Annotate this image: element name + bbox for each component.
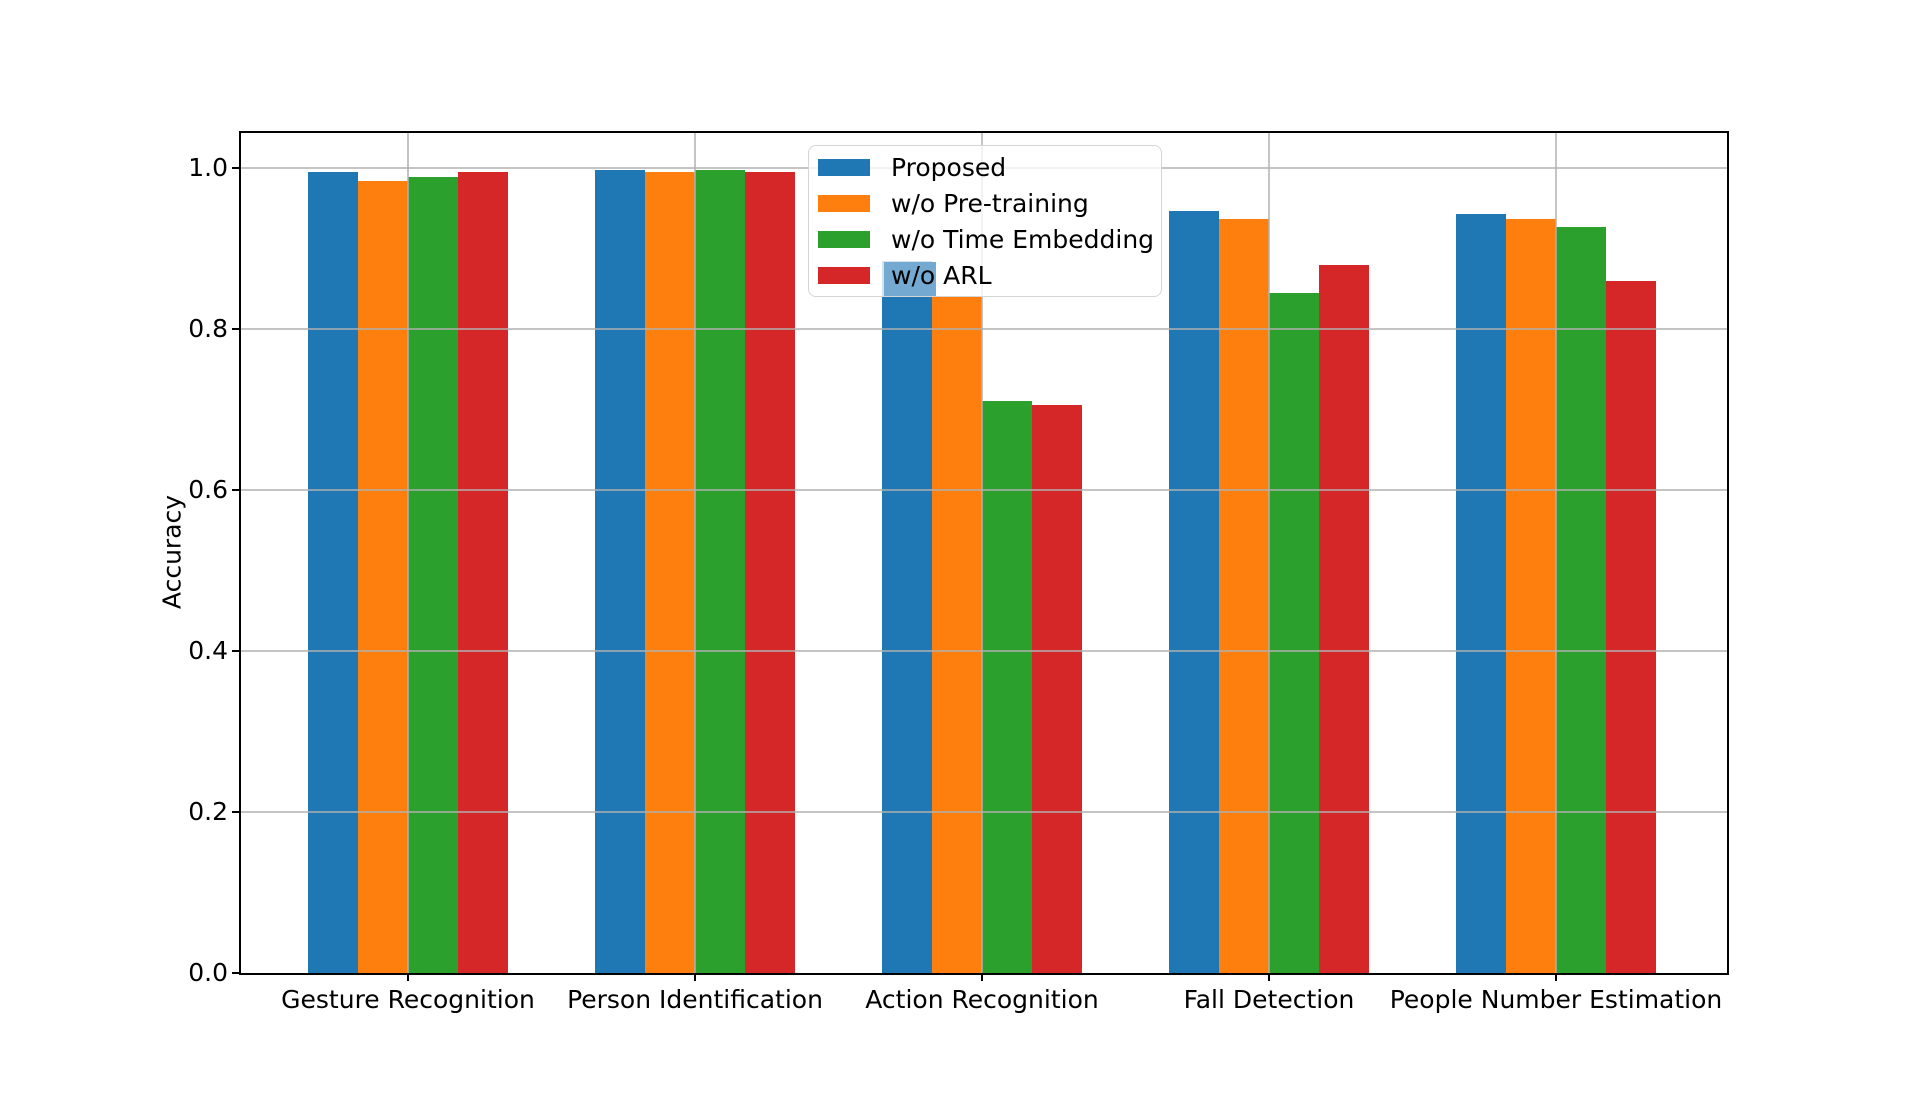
axis-spine-top	[239, 131, 1729, 133]
bar-w-o-pre-training-cat4	[1506, 218, 1556, 973]
axis-spine-bottom	[239, 973, 1729, 975]
y-tick-label: 0.4	[188, 636, 228, 665]
bar-w-o-arl-cat1	[745, 172, 795, 973]
x-tick-mark	[1268, 973, 1270, 981]
legend-rows: Proposed w/o Pre-training w/o Time Embed…	[809, 149, 1161, 293]
bar-w-o-arl-cat2	[1032, 405, 1082, 973]
legend-item-wo-arl: w/o ARL	[809, 257, 1161, 293]
bar-w-o-pre-training-cat1	[645, 172, 695, 973]
bar-w-o-time-embedding-cat1	[695, 169, 745, 973]
x-tick-mark	[694, 973, 696, 981]
legend-label: w/o Pre-training	[891, 188, 1089, 218]
legend-swatch-proposed	[818, 158, 870, 176]
bar-proposed-cat0	[308, 172, 358, 973]
y-tick-mark	[232, 811, 240, 813]
bar-proposed-cat4	[1456, 213, 1506, 973]
y-tick-label: 0.2	[188, 797, 228, 826]
y-tick-mark	[232, 972, 240, 974]
gridline-vertical	[407, 131, 409, 973]
x-tick-label: Action Recognition	[865, 985, 1099, 1014]
gridline-horizontal	[240, 328, 1728, 331]
bar-w-o-time-embedding-cat0	[408, 176, 458, 973]
axis-spine-right	[1727, 131, 1729, 975]
legend-label: Proposed	[891, 152, 1007, 182]
bar-w-o-pre-training-cat0	[358, 180, 408, 973]
bar-w-o-time-embedding-cat3	[1269, 292, 1319, 973]
x-tick-mark	[981, 973, 983, 981]
y-tick-mark	[232, 650, 240, 652]
y-axis-label: Accuracy	[157, 494, 187, 610]
legend-swatch-wo-pretraining	[818, 194, 870, 212]
x-tick-mark	[1555, 973, 1557, 981]
x-tick-label: Fall Detection	[1183, 985, 1355, 1014]
gridline-vertical	[694, 131, 696, 973]
legend-swatch-wo-time-embedding	[818, 230, 870, 248]
bar-proposed-cat1	[595, 170, 645, 973]
bar-proposed-cat3	[1169, 210, 1219, 973]
legend-box: Proposed w/o Pre-training w/o Time Embed…	[808, 145, 1162, 297]
x-tick-mark	[407, 973, 409, 981]
gridline-vertical	[981, 131, 983, 973]
y-tick-mark	[232, 328, 240, 331]
legend-swatch-wo-arl	[818, 266, 870, 284]
legend-item-wo-time-embedding: w/o Time Embedding	[809, 221, 1161, 257]
bar-w-o-pre-training-cat2	[932, 296, 982, 973]
y-tick-label: 0.6	[188, 475, 228, 505]
legend-label: w/o Time Embedding	[891, 224, 1155, 254]
y-tick-label: 0.0	[188, 958, 228, 987]
bar-w-o-arl-cat4	[1606, 280, 1656, 973]
bar-proposed-cat2	[882, 260, 932, 973]
axis-spine-left	[239, 131, 241, 975]
gridline-horizontal	[240, 489, 1728, 492]
legend-item-wo-pretraining: w/o Pre-training	[809, 185, 1161, 221]
gridline-vertical	[1268, 131, 1270, 973]
gridline-horizontal	[240, 811, 1728, 813]
gridline-horizontal	[240, 650, 1728, 652]
x-tick-label: Person Identification	[567, 985, 823, 1014]
y-tick-label: 0.8	[188, 314, 228, 344]
gridline-vertical	[1555, 131, 1557, 973]
bar-w-o-arl-cat3	[1319, 264, 1369, 973]
bar-w-o-time-embedding-cat2	[982, 401, 1032, 973]
legend-item-proposed: Proposed	[809, 149, 1161, 185]
legend-bar-showthrough-highlight	[884, 262, 936, 296]
bar-w-o-arl-cat0	[458, 172, 508, 973]
bar-w-o-time-embedding-cat4	[1556, 226, 1606, 973]
y-tick-mark	[232, 167, 240, 170]
x-tick-label: People Number Estimation	[1389, 985, 1723, 1014]
x-tick-label: Gesture Recognition	[281, 985, 535, 1014]
legend-label: w/o ARL	[891, 260, 992, 290]
y-tick-mark	[232, 489, 240, 492]
y-tick-label: 1.0	[188, 153, 228, 183]
bar-w-o-pre-training-cat3	[1219, 218, 1269, 973]
